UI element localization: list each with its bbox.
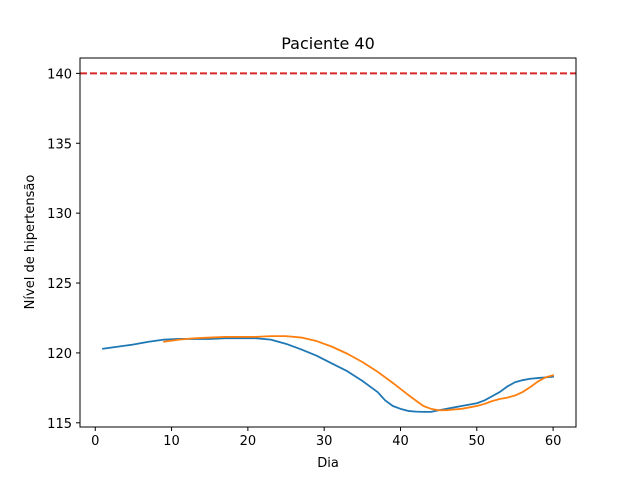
x-axis-label: Dia	[317, 456, 339, 471]
x-tick-label: 60	[545, 434, 562, 449]
x-tick-label: 20	[240, 434, 257, 449]
y-axis-ticks: 115 120 125 130 135 140	[47, 67, 80, 432]
series-line-1	[101, 337, 555, 413]
y-tick-label: 135	[47, 137, 72, 152]
x-tick-label: 50	[469, 434, 486, 449]
y-tick-label: 120	[47, 347, 72, 362]
y-tick-label: 130	[47, 207, 72, 222]
y-tick-label: 140	[47, 67, 72, 82]
x-axis-ticks: 0 10 20 30 40 50 60	[91, 427, 561, 449]
y-tick-label: 125	[47, 277, 72, 292]
plot-area	[79, 57, 577, 428]
axes-frame	[79, 57, 577, 428]
x-tick-label: 40	[392, 434, 409, 449]
x-tick-label: 10	[163, 434, 180, 449]
series-line-2	[163, 335, 555, 412]
chart-title: Paciente 40	[281, 34, 375, 53]
y-tick-label: 115	[47, 417, 72, 432]
x-tick-label: 30	[316, 434, 333, 449]
x-tick-label: 0	[91, 434, 99, 449]
y-axis-label: Nível de hipertensão	[23, 175, 38, 310]
